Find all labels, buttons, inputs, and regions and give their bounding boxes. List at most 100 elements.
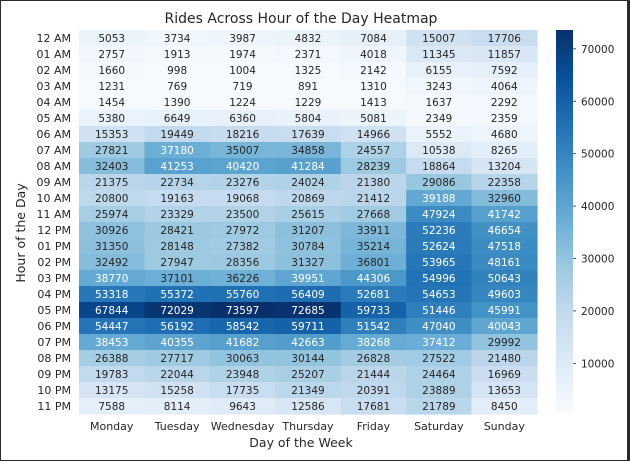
heatmap-cell <box>471 302 538 319</box>
heatmap-cell <box>209 30 276 47</box>
cell-value-label: 32403 <box>95 161 128 173</box>
y-tick-label: 07 PM <box>37 336 71 349</box>
heatmap-cell <box>406 238 473 255</box>
heatmap-cell <box>275 222 342 239</box>
heatmap-cell <box>471 398 538 415</box>
heatmap-cell <box>144 62 211 79</box>
cell-value-label: 37180 <box>160 145 193 157</box>
colorbar-tick-label: 10000 <box>581 358 614 370</box>
cell-value-label: 1231 <box>98 81 125 93</box>
chart-title: Rides Across Hour of the Day Heatmap <box>165 11 438 27</box>
y-tick-label: 09 AM <box>36 176 71 189</box>
colorbar: 10000 20000 30000 40000 50000 60000 70000 <box>556 30 614 412</box>
cell-value-label: 20869 <box>291 193 324 205</box>
cell-value-label: 56192 <box>160 321 193 333</box>
y-axis-label: Hour of the Day <box>13 183 28 283</box>
x-tick-label: Tuesday <box>154 420 200 433</box>
heatmap-cell <box>340 366 407 383</box>
heatmap-cell <box>275 238 342 255</box>
heatmap-cell <box>79 270 146 287</box>
cell-value-label: 52624 <box>422 241 456 253</box>
heatmap-cell <box>340 270 407 287</box>
cell-value-label: 36801 <box>357 257 390 269</box>
cell-value-label: 53318 <box>95 289 128 301</box>
cell-value-label: 29086 <box>422 177 456 189</box>
cell-value-label: 35214 <box>357 241 391 253</box>
cell-value-label: 32492 <box>95 257 128 269</box>
cell-value-label: 30926 <box>95 225 129 237</box>
cell-value-label: 28356 <box>226 257 260 269</box>
heatmap-cell <box>144 286 211 303</box>
cell-value-label: 29992 <box>488 337 521 349</box>
y-tick-label: 07 AM <box>36 144 71 157</box>
heatmap-cell <box>406 158 473 175</box>
heatmap-cell <box>209 126 276 143</box>
y-tick-label: 12 AM <box>36 32 71 45</box>
y-tick-label: 01 AM <box>36 48 71 61</box>
heatmap-cell <box>209 222 276 239</box>
heatmap-cell <box>275 382 342 399</box>
heatmap-cell <box>275 30 342 47</box>
cell-value-label: 40420 <box>226 161 259 173</box>
heatmap-cell <box>275 350 342 367</box>
cell-value-label: 1004 <box>229 65 256 77</box>
cell-value-label: 37101 <box>160 273 193 285</box>
heatmap-cell <box>275 334 342 351</box>
cell-value-label: 21375 <box>95 177 128 189</box>
heatmap-cell <box>79 46 146 63</box>
heatmap-cell <box>471 286 538 303</box>
heatmap-cell <box>406 110 473 127</box>
cell-value-label: 31207 <box>291 225 324 237</box>
heatmap-cell <box>79 302 146 319</box>
heatmap-cell <box>406 254 473 271</box>
cell-value-label: 1637 <box>425 97 452 109</box>
heatmap-cell <box>340 206 407 223</box>
heatmap-cell <box>144 30 211 47</box>
cell-value-label: 34858 <box>291 145 324 157</box>
heatmap-cell <box>406 286 473 303</box>
cell-value-label: 53965 <box>422 257 455 269</box>
heatmap-cell <box>209 318 276 335</box>
cell-value-label: 51542 <box>357 321 390 333</box>
heatmap-cell <box>406 62 473 79</box>
heatmap-cell <box>144 206 211 223</box>
cell-value-label: 8114 <box>164 401 191 413</box>
heatmap-cell <box>79 350 146 367</box>
heatmap-cell <box>209 398 276 415</box>
x-axis-label: Day of the Week <box>249 435 353 450</box>
heatmap-cell <box>209 46 276 63</box>
heatmap-cell <box>275 270 342 287</box>
heatmap-cell <box>340 30 407 47</box>
x-tick-label: Monday <box>90 420 134 433</box>
y-tick-label: 08 AM <box>36 160 71 173</box>
heatmap-cell <box>144 142 211 159</box>
cell-value-label: 7592 <box>491 65 518 77</box>
cell-value-label: 47924 <box>422 209 456 221</box>
heatmap-cell <box>340 350 407 367</box>
heatmap-cell <box>471 382 538 399</box>
cell-value-label: 4018 <box>360 49 387 61</box>
cell-value-label: 15353 <box>95 129 128 141</box>
heatmap-cell <box>471 190 538 207</box>
x-tick-label: Thursday <box>281 420 334 433</box>
y-tick-label: 05 AM <box>36 112 71 125</box>
cell-value-label: 22044 <box>160 369 194 381</box>
heatmap-cell <box>79 222 146 239</box>
cell-value-label: 2359 <box>491 113 518 125</box>
cell-value-label: 27947 <box>160 257 193 269</box>
cell-value-label: 37412 <box>422 337 455 349</box>
cell-value-label: 7588 <box>98 401 125 413</box>
cell-value-label: 8265 <box>491 145 518 157</box>
cell-value-label: 23329 <box>160 209 193 221</box>
heatmap-cell <box>406 190 473 207</box>
cell-value-label: 8450 <box>491 401 518 413</box>
cell-value-label: 59733 <box>357 305 390 317</box>
heatmap-cell <box>406 318 473 335</box>
heatmap-cell <box>209 350 276 367</box>
cell-value-label: 5081 <box>360 113 387 125</box>
cell-value-label: 16969 <box>488 369 521 381</box>
heatmap-cell <box>275 302 342 319</box>
cell-value-label: 6155 <box>425 65 452 77</box>
heatmap-cell <box>471 270 538 287</box>
cell-value-label: 72029 <box>160 305 193 317</box>
